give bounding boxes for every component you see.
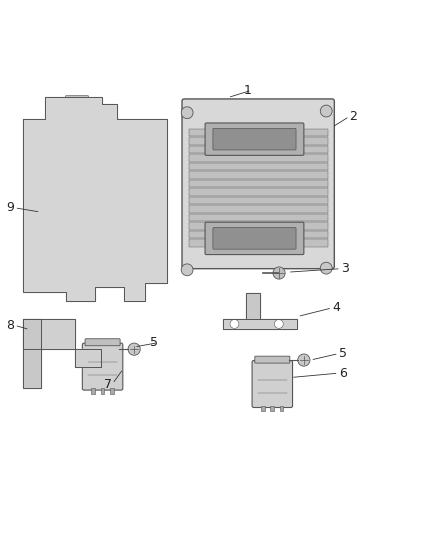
Polygon shape bbox=[23, 319, 102, 367]
Circle shape bbox=[230, 319, 239, 328]
FancyBboxPatch shape bbox=[205, 222, 304, 255]
Text: 7: 7 bbox=[104, 377, 113, 391]
Bar bbox=[189, 214, 328, 221]
Text: 2: 2 bbox=[350, 110, 357, 123]
Bar bbox=[271, 406, 274, 411]
Circle shape bbox=[122, 206, 131, 214]
Bar bbox=[189, 239, 328, 247]
FancyBboxPatch shape bbox=[205, 123, 304, 155]
Circle shape bbox=[69, 215, 78, 223]
FancyBboxPatch shape bbox=[65, 96, 88, 119]
Bar bbox=[92, 389, 95, 393]
Circle shape bbox=[320, 262, 332, 274]
Bar bbox=[189, 137, 328, 144]
Text: 5: 5 bbox=[150, 336, 158, 349]
Bar bbox=[110, 389, 114, 393]
Circle shape bbox=[128, 343, 140, 356]
Polygon shape bbox=[23, 319, 41, 389]
Bar bbox=[189, 163, 328, 170]
Circle shape bbox=[39, 328, 50, 340]
Circle shape bbox=[105, 147, 113, 156]
Bar bbox=[189, 146, 328, 153]
Bar bbox=[189, 171, 328, 179]
FancyBboxPatch shape bbox=[82, 343, 123, 390]
Text: 9: 9 bbox=[7, 201, 14, 214]
Bar bbox=[189, 222, 328, 230]
Bar bbox=[280, 406, 283, 411]
Circle shape bbox=[274, 319, 283, 328]
Text: 4: 4 bbox=[332, 301, 340, 314]
FancyBboxPatch shape bbox=[213, 128, 296, 150]
Bar bbox=[66, 201, 92, 237]
Circle shape bbox=[181, 264, 193, 276]
Bar bbox=[189, 231, 328, 238]
FancyBboxPatch shape bbox=[252, 360, 293, 408]
Circle shape bbox=[55, 147, 64, 156]
FancyBboxPatch shape bbox=[213, 228, 296, 249]
Bar bbox=[189, 180, 328, 187]
Circle shape bbox=[273, 267, 285, 279]
Circle shape bbox=[55, 270, 64, 278]
Text: 6: 6 bbox=[339, 367, 346, 379]
Bar bbox=[189, 205, 328, 213]
Polygon shape bbox=[223, 319, 297, 329]
Bar bbox=[189, 188, 328, 196]
Bar bbox=[106, 173, 132, 201]
Text: 1: 1 bbox=[244, 84, 252, 96]
Circle shape bbox=[298, 354, 310, 366]
Text: 5: 5 bbox=[339, 347, 347, 360]
Bar bbox=[189, 197, 328, 204]
FancyBboxPatch shape bbox=[182, 99, 334, 269]
Bar bbox=[101, 389, 104, 393]
Text: 8: 8 bbox=[7, 319, 14, 332]
Bar bbox=[189, 128, 328, 136]
FancyBboxPatch shape bbox=[85, 339, 120, 346]
Circle shape bbox=[74, 104, 81, 111]
Polygon shape bbox=[23, 96, 167, 301]
Circle shape bbox=[181, 107, 193, 119]
Circle shape bbox=[320, 105, 332, 117]
Circle shape bbox=[122, 264, 131, 273]
Polygon shape bbox=[246, 293, 260, 319]
FancyBboxPatch shape bbox=[255, 356, 290, 363]
Bar bbox=[189, 154, 328, 161]
Text: 3: 3 bbox=[341, 262, 349, 275]
Bar bbox=[261, 406, 265, 411]
